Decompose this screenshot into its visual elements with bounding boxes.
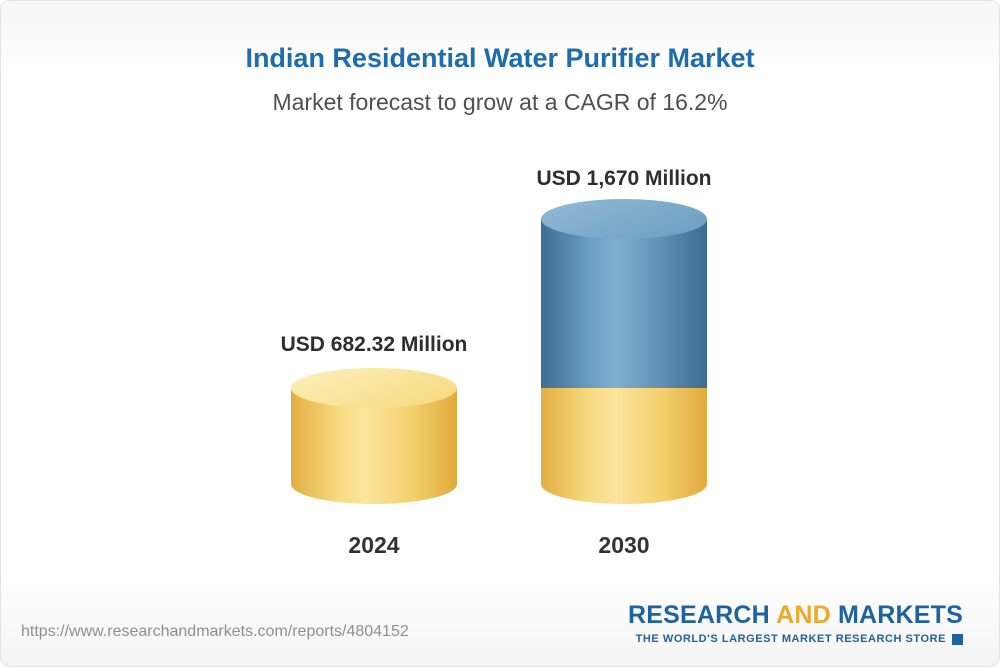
chart-title: Indian Residential Water Purifier Market xyxy=(245,43,755,73)
research-and-markets-logo: RESEARCH AND MARKETS THE WORLD'S LARGEST… xyxy=(628,601,963,645)
logo-tagline-text: THE WORLD'S LARGEST MARKET RESEARCH STOR… xyxy=(635,633,946,645)
logo-word-research: RESEARCH xyxy=(627,601,770,629)
bar-2030 xyxy=(541,199,707,504)
bar-2030-upper-segment xyxy=(541,219,707,388)
value-label-2030: USD 1,670 Million xyxy=(536,167,712,190)
bar-2024 xyxy=(291,368,457,504)
chart-subtitle: Market forecast to grow at a CAGR of 16.… xyxy=(272,89,728,115)
report-url: https://www.researchandmarkets.com/repor… xyxy=(21,623,409,640)
value-label-2024: USD 682.32 Million xyxy=(280,333,468,356)
logo-tagline-row: THE WORLD'S LARGEST MARKET RESEARCH STOR… xyxy=(628,633,963,645)
x-label-2030: 2030 xyxy=(598,532,650,558)
bar-2030-top-ellipse xyxy=(541,199,707,239)
bar-2024-top-ellipse xyxy=(291,368,457,408)
x-label-2024: 2024 xyxy=(348,532,400,558)
logo-word-markets: MARKETS xyxy=(837,601,963,629)
logo-word-and: AND xyxy=(776,601,831,629)
bar-2030-base-segment xyxy=(541,388,707,504)
logo-wordmark: RESEARCH AND MARKETS xyxy=(628,601,963,630)
logo-accent-square-icon xyxy=(952,633,963,645)
